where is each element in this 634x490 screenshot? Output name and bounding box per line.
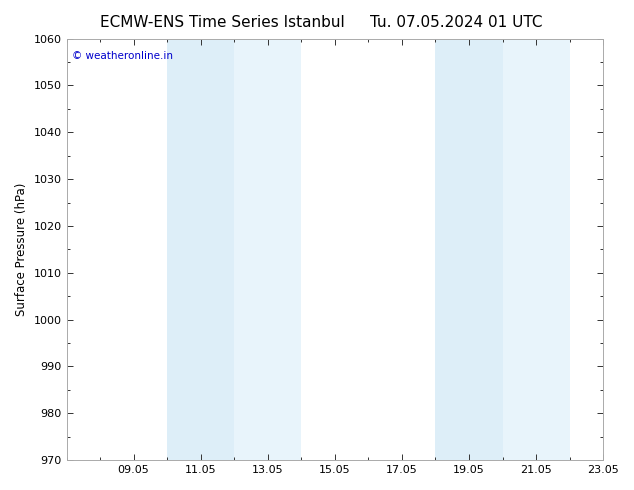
Text: © weatheronline.in: © weatheronline.in: [72, 51, 173, 61]
Bar: [234, 39, 301, 460]
Bar: [436, 39, 503, 460]
Bar: [503, 39, 569, 460]
Text: ECMW-ENS Time Series Istanbul: ECMW-ENS Time Series Istanbul: [100, 15, 344, 30]
Bar: [167, 39, 234, 460]
Y-axis label: Surface Pressure (hPa): Surface Pressure (hPa): [15, 183, 28, 316]
Text: Tu. 07.05.2024 01 UTC: Tu. 07.05.2024 01 UTC: [370, 15, 543, 30]
